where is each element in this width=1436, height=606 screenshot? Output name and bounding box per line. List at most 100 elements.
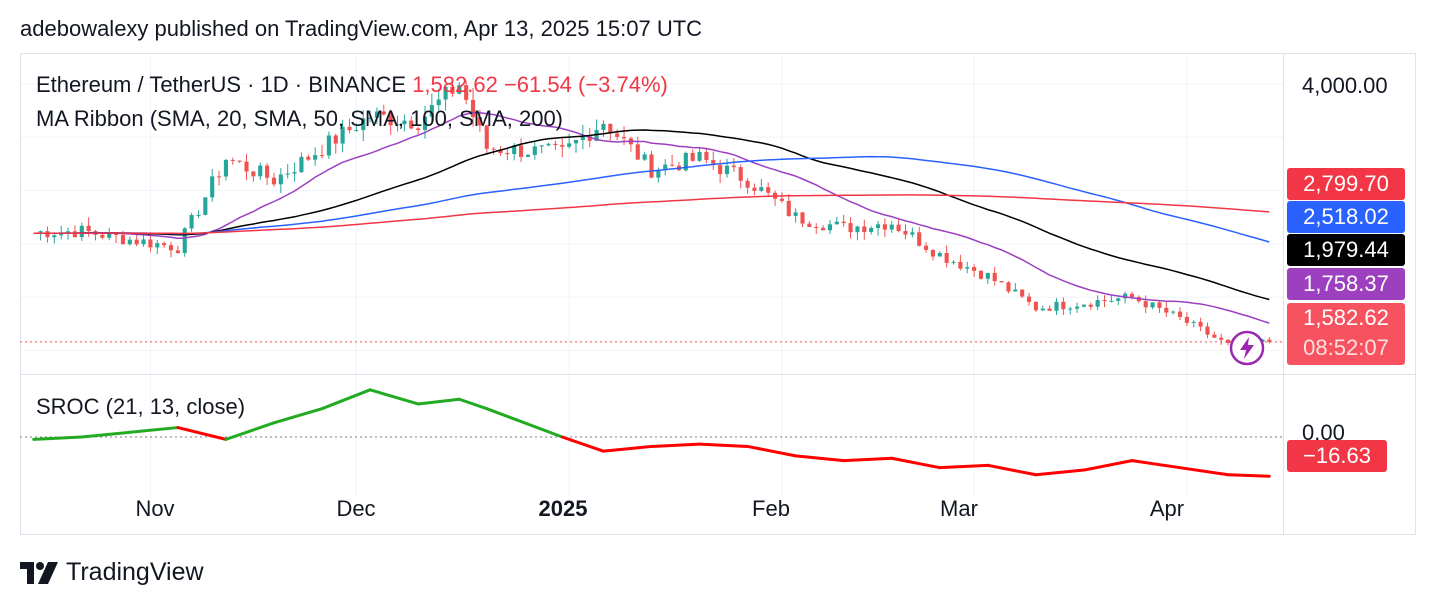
candle-body [937,253,942,257]
candle-body [258,165,263,177]
candle-body [1075,306,1080,309]
candle-body [162,243,167,246]
x-label-mar: Mar [940,496,978,521]
sroc-segment [1130,459,1182,470]
sroc-segment [457,397,489,411]
candle-body [505,153,510,155]
candle-body [230,159,235,161]
sroc-segment [485,407,564,439]
candle-body [546,143,551,146]
candle-body [656,170,661,178]
candle-body [621,136,627,139]
candle-body [663,164,668,171]
candle-body [470,99,476,118]
sroc-segment [650,442,702,448]
candle-body [697,151,702,161]
candle-body [855,226,860,233]
sroc-segment [32,435,84,441]
ma-ribbon-legend[interactable]: MA Ribbon (SMA, 20, SMA, 50, SMA, 100, S… [36,106,564,131]
sroc-segment [746,444,798,458]
x-label-2025: 2025 [538,496,588,521]
candle-body [38,231,43,233]
sma200-price-tag: 2,799.70 [1287,168,1405,200]
candle-body [718,165,723,175]
sroc-segment [80,430,132,439]
candle-body [217,176,222,178]
sroc-segment [1226,473,1271,478]
candle-body [237,160,242,162]
candle-body [1013,289,1018,292]
candle-body [882,224,887,230]
x-label-nov: Nov [135,496,175,521]
candle-body [1219,337,1224,340]
candle-body [1164,307,1169,313]
candle-body [368,117,373,119]
footer-brand: TradingView [66,558,204,586]
candle-body [443,86,448,100]
lightning-alert-icon[interactable] [1229,330,1265,366]
candle-body [107,232,112,238]
candle-body [642,154,647,160]
tv-logo-icon [20,561,58,584]
candle-body [615,133,620,137]
sroc-segment [794,454,846,463]
candle-body [711,160,716,166]
candle-body [292,172,297,174]
candle-body [381,111,386,115]
candle-body [498,149,503,154]
sroc-legend[interactable]: SROC (21, 13, close) [36,394,246,419]
sroc-segment [842,456,894,463]
sroc-segment [368,388,420,406]
candle-body [1143,301,1148,308]
candle-body [141,239,146,245]
candle-body [1129,293,1135,297]
candle-body [299,156,304,173]
candle-body [354,130,359,132]
candle-body [271,177,277,185]
candle-body [484,125,489,149]
sma50-price-tag: 1,979.44 [1287,234,1405,266]
candle-body [690,153,695,161]
candle-body [155,243,160,248]
x-label-feb: Feb [752,496,790,521]
candle-body [1171,311,1176,313]
candle-body [944,253,949,263]
bar-countdown: 08:52:07 [1303,335,1389,360]
candle-body [196,214,201,216]
last-price: 1,582.62 [412,72,498,97]
sroc-segment [1082,459,1134,472]
sroc-segment [416,397,461,406]
sroc-segment [601,444,653,453]
candle-body [175,250,180,254]
candle-body [896,224,901,231]
sroc-segment [1178,466,1230,477]
candle-body [1150,302,1155,308]
chart-frame[interactable] [20,53,1416,535]
sroc-segment [938,463,990,470]
candle-body [278,174,283,185]
candle-body [793,212,798,216]
candle-body [450,86,455,94]
price-axis-top-label: 4,000.00 [1302,73,1388,98]
candle-body [1184,316,1189,323]
candle-body [848,223,853,233]
candle-body [189,215,194,229]
candle-body [1191,321,1196,323]
candle-body [724,165,730,175]
candle-body [567,143,572,147]
candle-body [924,245,929,250]
sroc-segment [128,426,180,434]
candle-body [1061,301,1066,310]
candle-body [422,116,428,130]
x-label-apr: Apr [1149,496,1185,521]
candle-body [731,165,736,168]
candle-body [1205,326,1210,335]
candle-body [361,118,366,131]
tradingview-logo[interactable]: TradingView [20,558,204,587]
sma20-line [33,111,1270,324]
x-label-dec: Dec [336,496,376,521]
symbol-name: Ethereum / TetherUS · 1D · BINANCE [36,72,407,97]
candle-body [134,239,139,245]
candle-body [340,126,345,144]
